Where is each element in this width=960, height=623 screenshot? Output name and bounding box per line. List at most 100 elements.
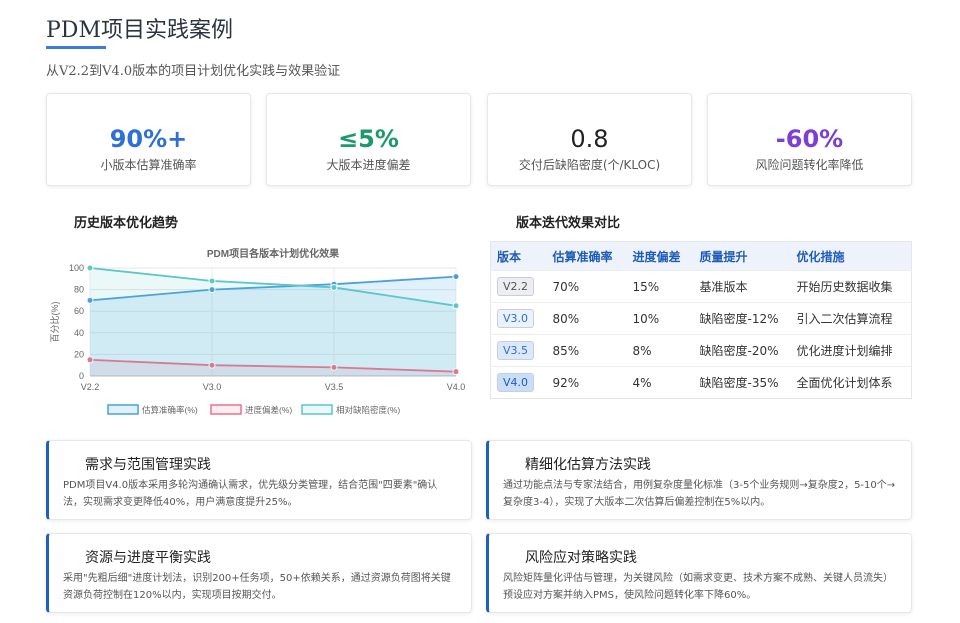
- data-point: [208, 361, 216, 369]
- data-point: [208, 277, 216, 285]
- series-area: [90, 276, 456, 376]
- kpi-label: 风险问题转化率降低: [755, 158, 864, 172]
- version-badge: V3.0: [497, 309, 535, 328]
- legend-label: 估算准确率(%): [142, 405, 198, 415]
- data-point: [208, 286, 216, 294]
- practice-card-requirements: 需求与范围管理实践 PDM项目V4.0版本采用多轮沟通确认需求，优先级分类管理，…: [46, 440, 472, 520]
- data-point: [452, 302, 460, 310]
- data-point: [86, 296, 94, 304]
- data-point: [330, 363, 338, 371]
- data-point: [330, 283, 338, 291]
- table-cell: V3.5: [490, 334, 547, 367]
- table-cell: 优化进度计划编排: [790, 334, 912, 367]
- kpi-label: 大版本进度偏差: [326, 158, 411, 172]
- section-title-compare: 版本迭代效果对比: [516, 216, 621, 231]
- data-point: [452, 368, 460, 376]
- data-point: [452, 273, 460, 281]
- x-tick-label: V3.0: [203, 382, 222, 392]
- chart-title: PDM项目各版本计划优化效果: [207, 247, 340, 260]
- cell-accuracy: 92%: [552, 375, 580, 390]
- card-title: 需求与范围管理实践: [85, 457, 211, 473]
- y-tick-label: 60: [74, 306, 84, 316]
- table-cell: 全面优化计划体系: [790, 366, 912, 399]
- series-line: [89, 358, 457, 373]
- kpi-label: 小版本估算准确率: [100, 158, 197, 172]
- table-cell: 85%: [546, 334, 627, 367]
- data-point: [86, 264, 94, 272]
- page-title: PDM项目实践案例: [46, 18, 233, 43]
- kpi-value: ≤5%: [338, 125, 399, 153]
- cell-accuracy: 80%: [552, 311, 580, 326]
- y-tick-label: 20: [74, 349, 84, 359]
- table-row: V4.0 92% 4% 缺陷密度-35% 全面优化计划体系: [490, 366, 912, 399]
- card-description: PDM项目V4.0版本采用多轮沟通确认需求，优先级分类管理，结合范围"四要素"确…: [63, 480, 438, 508]
- table-cell: 缺陷密度-20%: [693, 334, 791, 367]
- practice-card-resources: 资源与进度平衡实践 采用"先粗后细"进度计划法，识别200+任务项，50+依赖关…: [46, 533, 472, 613]
- version-badge: V2.2: [497, 277, 535, 296]
- practice-card-risk: 风险应对策略实践 风险矩阵量化评估与管理，为关键风险（如需求变更、技术方案不成熟…: [486, 533, 912, 613]
- y-tick-label: 40: [74, 328, 84, 338]
- cell-quality: 缺陷密度-12%: [699, 312, 779, 326]
- data-point: [86, 356, 94, 364]
- table-cell: 80%: [546, 302, 627, 335]
- cell-measure: 开始历史数据收集: [796, 280, 893, 294]
- cell-quality: 基准版本: [699, 280, 748, 294]
- legend-swatch: [210, 404, 242, 415]
- cell-quality: 缺陷密度-35%: [699, 376, 779, 390]
- card-title: 精细化估算方法实践: [525, 457, 651, 473]
- cell-measure: 引入二次估算流程: [796, 312, 893, 326]
- cell-deviation: 10%: [632, 311, 660, 326]
- legend-swatch: [301, 404, 333, 415]
- section-title-trend: 历史版本优化趋势: [74, 216, 179, 231]
- card-title: 资源与进度平衡实践: [85, 550, 211, 566]
- legend-swatch: [107, 404, 139, 415]
- cell-accuracy: 70%: [552, 279, 580, 294]
- series-area: [90, 268, 456, 376]
- table-row: V2.2 70% 15% 基准版本 开始历史数据收集: [490, 270, 912, 303]
- table-cell: 4%: [626, 366, 694, 399]
- table-cell: V2.2: [490, 270, 547, 303]
- legend-label: 进度偏差(%): [245, 405, 292, 415]
- kpi-card-defect-density: 0.8 交付后缺陷密度(个/KLOC): [487, 93, 692, 186]
- column-header: 进度偏差: [626, 241, 694, 271]
- table-header-row: 版本 估算准确率 进度偏差 质量提升 优化措施: [490, 241, 912, 271]
- cell-deviation: 4%: [632, 375, 652, 390]
- kpi-label: 交付后缺陷密度(个/KLOC): [518, 158, 661, 172]
- x-tick-label: V2.2: [81, 382, 100, 392]
- y-tick-label: 80: [74, 285, 84, 295]
- table-cell: 缺陷密度-12%: [693, 302, 791, 335]
- page-subtitle: 从V2.2到V4.0版本的项目计划优化实践与效果验证: [46, 64, 341, 79]
- table-cell: V4.0: [490, 366, 547, 399]
- cell-deviation: 8%: [632, 343, 652, 358]
- series-line: [89, 275, 457, 302]
- cell-accuracy: 85%: [552, 343, 580, 358]
- table-row: V3.5 85% 8% 缺陷密度-20% 优化进度计划编排: [490, 334, 912, 367]
- kpi-value: -60%: [775, 125, 844, 153]
- kpi-card-estimate-accuracy: 90%+ 小版本估算准确率: [46, 93, 251, 186]
- table-cell: V3.0: [490, 302, 547, 335]
- legend-label: 相对缺陷密度(%): [336, 405, 400, 415]
- cell-measure: 优化进度计划编排: [796, 344, 893, 358]
- table-row: V3.0 80% 10% 缺陷密度-12% 引入二次估算流程: [490, 302, 912, 335]
- table-cell: 8%: [626, 334, 694, 367]
- column-header: 版本: [490, 241, 547, 271]
- table-cell: 开始历史数据收集: [790, 270, 912, 303]
- table-cell: 92%: [546, 366, 627, 399]
- trend-chart: PDM项目各版本计划优化效果 0 20 40 60 80 100 V2.2 V3.0 V3.5 V4…: [49, 247, 465, 415]
- series-line: [89, 267, 457, 307]
- table-cell: 10%: [626, 302, 694, 335]
- column-header: 优化措施: [790, 241, 912, 271]
- table-cell: 引入二次估算流程: [790, 302, 912, 335]
- kpi-value: 0.8: [570, 125, 609, 153]
- card-description: 通过功能点法与专家法结合，用例复杂度量化标准（3-5个业务规则→复杂度2，5-1…: [503, 480, 896, 508]
- version-badge: V4.0: [497, 373, 535, 392]
- y-tick-label: 0: [79, 371, 84, 381]
- cell-measure: 全面优化计划体系: [796, 376, 893, 390]
- column-header: 质量提升: [693, 241, 791, 271]
- x-tick-label: V3.5: [325, 382, 344, 392]
- card-description: 采用"先粗后细"进度计划法，识别200+任务项，50+依赖关系，通过资源负荷图将…: [63, 573, 451, 601]
- table-cell: 缺陷密度-35%: [693, 366, 791, 399]
- card-title: 风险应对策略实践: [525, 550, 637, 566]
- y-tick-label: 100: [69, 263, 84, 273]
- table-cell: 15%: [626, 270, 694, 303]
